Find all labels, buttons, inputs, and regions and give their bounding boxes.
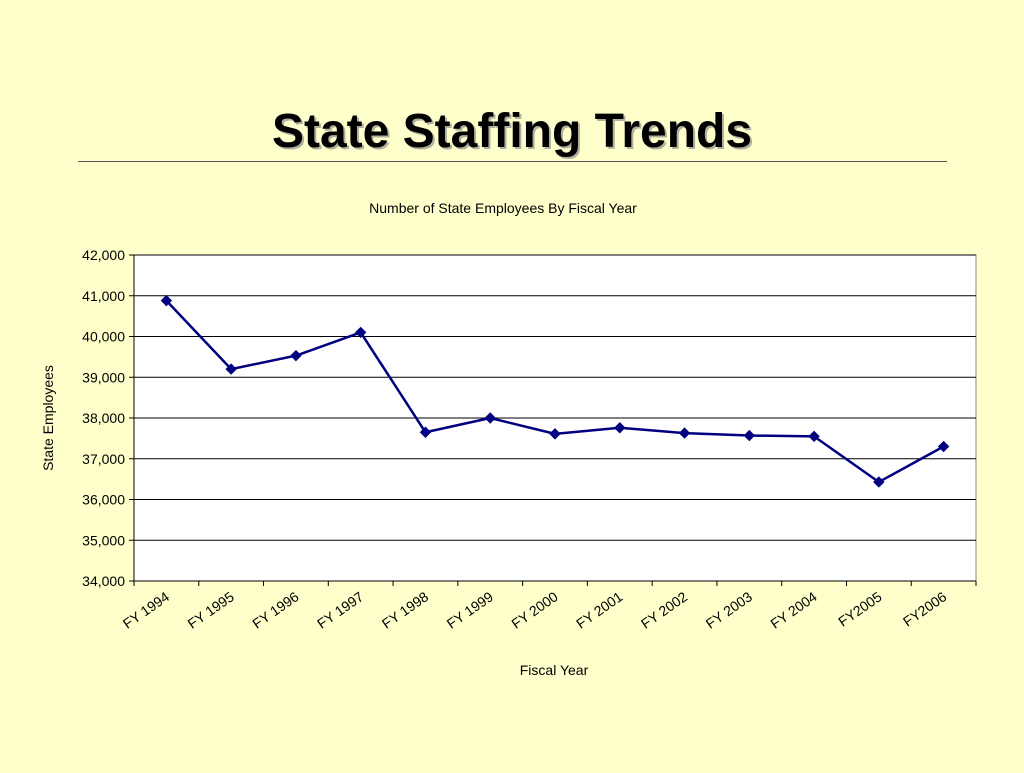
x-tick-label: FY 2002 [638, 588, 690, 631]
y-tick-label: 36,000 [82, 492, 125, 508]
x-tick-label: FY 2001 [573, 588, 625, 631]
data-point [354, 326, 367, 339]
y-tick-label: 42,000 [82, 247, 125, 263]
x-tick-label: FY 1998 [379, 588, 431, 631]
y-tick-label: 35,000 [82, 532, 125, 548]
data-point [937, 440, 950, 453]
x-tick-label: FY 2000 [508, 588, 560, 631]
x-tick-label: FY 1997 [314, 588, 366, 631]
x-axis-label: Fiscal Year [520, 662, 589, 678]
data-point [484, 412, 496, 424]
data-point [419, 426, 432, 438]
y-tick-label: 41,000 [82, 288, 125, 304]
data-point [614, 422, 626, 434]
y-tick-label: 40,000 [82, 329, 125, 345]
title-divider [78, 161, 947, 162]
x-tick-label: FY 2003 [703, 588, 755, 631]
y-tick-label: 38,000 [82, 410, 125, 426]
data-point [808, 430, 820, 443]
slide-title: State Staffing Trends [271, 105, 753, 158]
y-axis: 34,000 35,000 36,000 37,000 38,000 39,000 40,0… [82, 247, 135, 589]
data-point [160, 294, 173, 307]
x-tick-label: FY 1999 [444, 588, 496, 631]
y-tick-label: 34,000 [82, 573, 125, 589]
x-tick-label: FY 1994 [120, 588, 172, 631]
data-point [678, 427, 691, 439]
data-point [549, 428, 561, 440]
series-group [160, 294, 950, 488]
chart-title: Number of State Employees By Fiscal Year [369, 200, 637, 216]
x-tick-label: FY 1996 [249, 588, 301, 631]
x-tick-label: FY2006 [900, 588, 950, 629]
x-tick-label: FY 1995 [185, 588, 237, 631]
x-tick-label: FY 2004 [767, 588, 819, 631]
x-tick-label: FY2005 [835, 588, 885, 629]
data-point [743, 429, 756, 442]
gridlines [134, 254, 976, 541]
data-point [873, 476, 885, 488]
y-tick-label: 37,000 [82, 451, 125, 467]
data-point [225, 363, 237, 375]
y-axis-label: State Employees [40, 365, 56, 471]
y-tick-label: 39,000 [82, 369, 125, 385]
x-axis: FY 1994 FY 1995 FY 1996 FY 1997 FY 1998 FY 19… [120, 580, 977, 632]
data-point [290, 349, 302, 362]
